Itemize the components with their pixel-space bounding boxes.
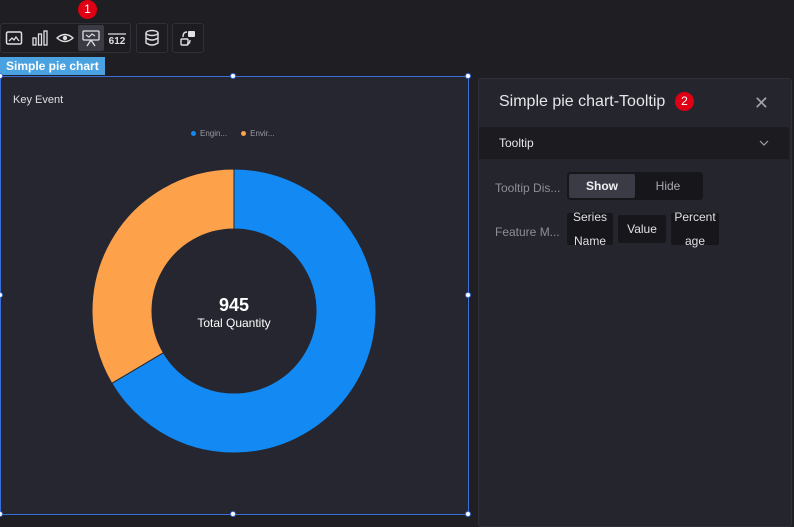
center-label: Total Quantity <box>197 316 270 330</box>
resize-handle-br[interactable] <box>465 511 471 517</box>
legend-item-envir[interactable]: Envir... <box>241 129 275 138</box>
tooltip-settings-panel: Simple pie chart-Tooltip 2 ✕ Tooltip Too… <box>478 78 792 527</box>
tooltip-section-header[interactable]: Tooltip <box>479 127 789 159</box>
resize-handle-mr[interactable] <box>465 292 471 298</box>
bar-chart-icon[interactable] <box>27 25 53 51</box>
callout-badge-2: 2 <box>675 92 694 111</box>
transform-icon[interactable] <box>175 25 201 51</box>
section-label: Tooltip <box>499 136 534 150</box>
resize-handle-tl[interactable] <box>0 73 3 79</box>
legend-label: Envir... <box>250 129 275 138</box>
chart-legend: Engin... Envir... <box>191 129 275 138</box>
database-icon[interactable] <box>139 25 165 51</box>
toolbar-group-interaction <box>172 23 204 53</box>
chip-text: Value <box>627 222 657 236</box>
pie-slice-1[interactable] <box>111 168 377 454</box>
value-chip[interactable]: Value <box>618 215 666 243</box>
callout-badge-1: 1 <box>78 0 97 19</box>
series-name-chip[interactable]: Series Name <box>567 210 613 248</box>
toolbar-group-data <box>136 23 168 53</box>
card-title: Key Event <box>13 94 64 106</box>
panel-title: Simple pie chart-Tooltip <box>499 93 666 110</box>
legend-label: Engin... <box>200 129 228 138</box>
chevron-down-icon <box>759 140 769 146</box>
number-icon[interactable]: 612 <box>104 25 130 51</box>
resize-handle-ml[interactable] <box>0 292 3 298</box>
center-value: 945 <box>219 295 249 315</box>
chip-text-line: Percent <box>674 210 716 224</box>
legend-swatch <box>241 131 247 136</box>
chart-canvas[interactable]: Key Event Engin... Envir... 945 Total Qu… <box>0 76 469 515</box>
legend-swatch <box>191 131 196 136</box>
pie-chart-icon[interactable] <box>78 25 105 51</box>
component-label: Simple pie chart <box>0 57 105 75</box>
tooltip-show-option[interactable]: Show <box>569 174 635 198</box>
resize-handle-tr[interactable] <box>465 73 471 79</box>
close-icon[interactable]: ✕ <box>753 93 769 113</box>
chip-text-line: Name <box>573 234 606 248</box>
resize-handle-bm[interactable] <box>230 511 236 517</box>
tooltip-hide-option[interactable]: Hide <box>655 179 681 193</box>
resize-handle-bl[interactable] <box>0 511 3 517</box>
image-icon[interactable] <box>1 25 27 51</box>
number-icon-text: 612 <box>109 36 126 46</box>
donut-chart: 945 Total Quantity <box>91 168 377 454</box>
legend-item-engin[interactable]: Engin... <box>191 129 227 138</box>
eye-icon[interactable] <box>53 25 79 51</box>
chip-text-line: age <box>684 234 706 248</box>
percentage-chip[interactable]: Percent age <box>671 210 719 248</box>
pie-slice-2[interactable] <box>91 168 235 384</box>
feature-label: Feature M... <box>495 225 560 239</box>
chip-text-line: Series <box>572 210 607 224</box>
tooltip-display-label: Tooltip Dis... <box>495 181 561 195</box>
resize-handle-tm[interactable] <box>230 73 236 79</box>
toolbar-group-components: 612 <box>0 23 131 53</box>
tooltip-display-toggle: Show Hide <box>567 172 703 200</box>
